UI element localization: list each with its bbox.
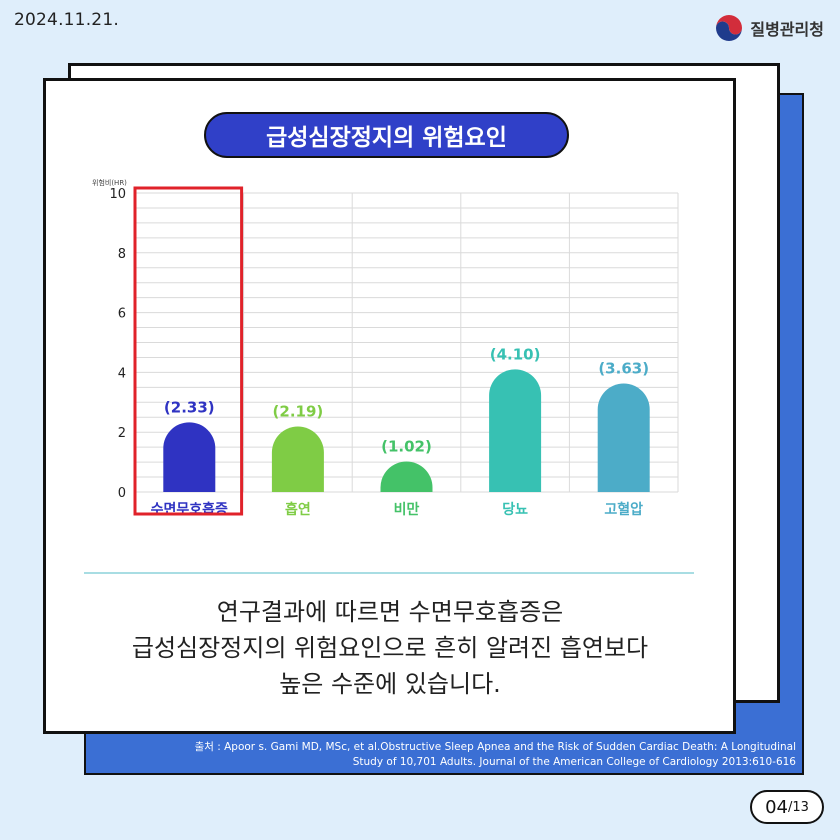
category-label: 고혈압 [604, 501, 643, 518]
page-indicator: 04 /13 [750, 790, 824, 824]
value-label: (2.19) [273, 403, 324, 421]
source-line: Study of 10,701 Adults. Journal of the A… [352, 756, 796, 768]
y-tick-label: 2 [118, 426, 126, 441]
y-tick-label: 10 [109, 187, 126, 202]
bar-3 [380, 461, 433, 492]
page-current: 04 [765, 796, 788, 818]
source-line: 출처 : Apoor s. Gami MD, MSc, et al.Obstru… [194, 741, 796, 753]
summary-message: 연구결과에 따르면 수면무호흡증은 급성심장정지의 위험요인으로 흔히 알려진 … [60, 594, 720, 702]
value-label: (4.10) [490, 345, 541, 363]
category-label: 당뇨 [502, 501, 528, 518]
y-tick-label: 4 [118, 366, 126, 381]
message-line: 급성심장정지의 위험요인으로 흔히 알려진 흡연보다 [131, 634, 649, 662]
message-line: 높은 수준에 있습니다. [279, 670, 501, 698]
kdca-logo-icon [716, 15, 743, 41]
chart-title: 급성심장정지의 위험요인 [204, 112, 569, 158]
value-label: (1.02) [381, 438, 432, 456]
bar-5 [597, 383, 650, 492]
category-label: 비만 [394, 502, 420, 518]
value-label: (3.63) [598, 359, 649, 377]
y-tick-label: 6 [118, 307, 126, 322]
page-total: /13 [787, 799, 809, 815]
category-label: 흡연 [285, 501, 311, 518]
y-axis-label: 위험비(HR) [92, 178, 127, 187]
y-tick-label: 0 [118, 486, 126, 501]
bar-4 [489, 369, 542, 492]
chart-labels: 0246810(2.33)수면무호흡증(2.19)흡연(1.02)비만(4.10… [109, 186, 649, 518]
bar-1 [163, 422, 216, 492]
bar-2 [271, 426, 324, 492]
chart-bars [163, 369, 650, 492]
divider [84, 572, 694, 574]
y-tick-label: 8 [118, 247, 126, 262]
source-citation: 출처 : Apoor s. Gami MD, MSc, et al.Obstru… [96, 740, 796, 770]
message-line: 연구결과에 따르면 수면무호흡증은 [216, 598, 564, 626]
agency-logo: 질병관리청 [715, 14, 824, 42]
value-label: (2.33) [164, 398, 215, 416]
date-label: 2024.11.21. [14, 10, 119, 30]
highlight-box [133, 186, 244, 516]
agency-name: 질병관리청 [750, 20, 824, 39]
